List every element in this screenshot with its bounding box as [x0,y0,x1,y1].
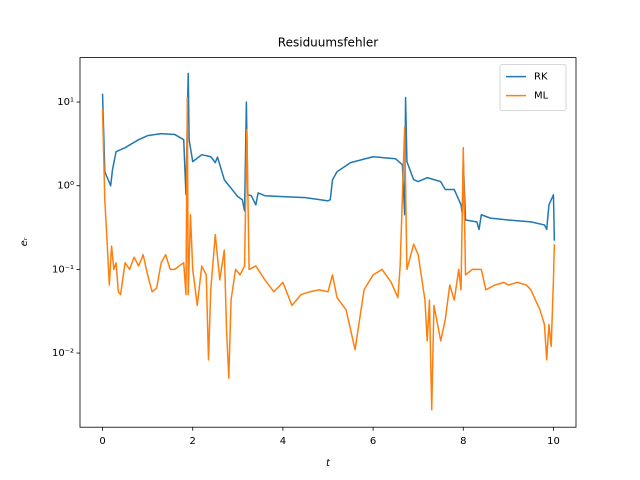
legend-label: ML [534,91,549,102]
x-axis-label: t [326,458,331,469]
legend-box [499,64,567,111]
x-tick-label: 0 [99,436,105,447]
y-tick-label: 10⁻¹ [52,264,74,275]
series-line [101,96,556,411]
x-tick-label: 4 [280,436,286,447]
y-tick-label: 10⁰ [57,181,74,192]
y-tick-label: 10⁻² [52,348,74,359]
legend-label: RK [534,72,548,83]
y-axis-label: eᵣ [19,237,30,246]
x-tick-label: 10 [547,436,560,447]
x-tick-label: 2 [190,436,196,447]
x-tick-label: 8 [460,436,466,447]
x-tick-label: 6 [370,436,376,447]
chart-title: Residuumsfehler [278,36,378,50]
series-line [101,72,556,241]
y-tick-label: 10¹ [57,97,74,108]
plot-frame [79,57,577,428]
